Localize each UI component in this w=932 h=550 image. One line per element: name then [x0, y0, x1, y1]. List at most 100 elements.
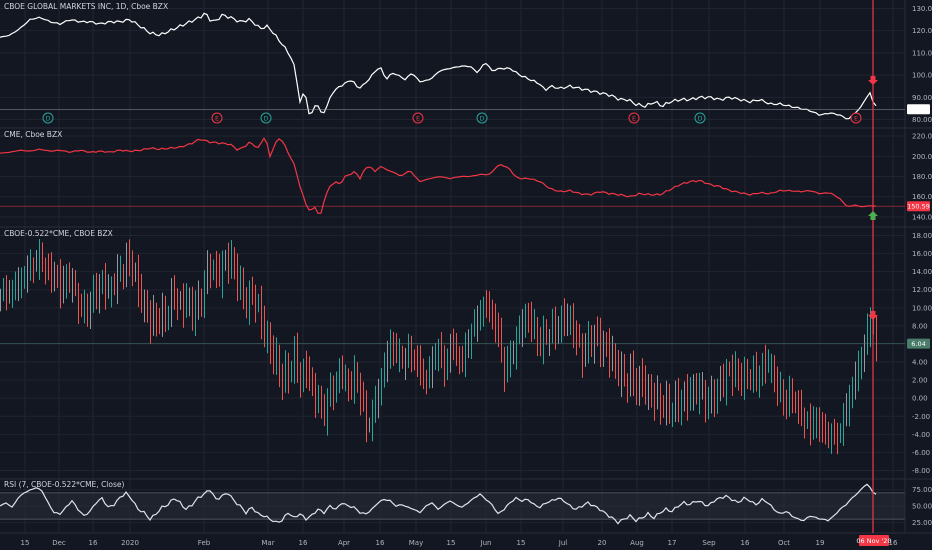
- event-marker[interactable]: E: [412, 112, 424, 124]
- price-tick-label[interactable]: 110.00: [912, 49, 932, 57]
- last-value-badge: [907, 201, 930, 212]
- event-circle[interactable]: [850, 112, 862, 124]
- grid-lines: [0, 0, 905, 533]
- event-letter: E: [854, 115, 858, 123]
- event-circle[interactable]: [412, 112, 424, 124]
- time-tick-label: Apr: [338, 539, 350, 547]
- last-value-text: 6.04: [911, 340, 925, 348]
- event-marker[interactable]: E: [628, 112, 640, 124]
- price-tick-label[interactable]: 0.00: [912, 395, 928, 403]
- time-tick-label: 15: [21, 539, 30, 547]
- time-tick-label: 15: [447, 539, 456, 547]
- cursor-date-text: 06 Nov '20: [856, 537, 891, 545]
- time-tick-label: Sep: [702, 539, 716, 547]
- time-tick-label: Feb: [198, 539, 211, 547]
- time-tick-label: Jul: [558, 539, 568, 547]
- price-tick-label[interactable]: 4.00: [912, 359, 928, 367]
- time-tick-label: 16: [741, 539, 750, 547]
- event-marker[interactable]: D: [42, 112, 54, 124]
- time-tick-label: Oct: [778, 539, 790, 547]
- price-tick-label[interactable]: 14.00: [912, 268, 932, 276]
- buy-arrow-icon: [868, 211, 878, 220]
- price-tick-label[interactable]: 25.00: [912, 519, 932, 527]
- cboe-price-line: [0, 12, 877, 120]
- time-tick-label: Mar: [261, 539, 274, 547]
- event-circle[interactable]: [260, 112, 272, 124]
- price-tick-label[interactable]: -2.00: [912, 413, 930, 421]
- price-tick-label[interactable]: 140.00: [912, 213, 932, 221]
- event-marker[interactable]: D: [694, 112, 706, 124]
- price-tick-label[interactable]: 220.00: [912, 133, 932, 141]
- event-letter: D: [263, 115, 268, 123]
- pane-title-cme: CME, Cboe BZX: [4, 130, 62, 139]
- price-tick-label[interactable]: 200.00: [912, 153, 932, 161]
- last-value-text: 150.59: [907, 203, 930, 211]
- event-letter: E: [416, 115, 420, 123]
- price-tick-label[interactable]: 100.00: [912, 72, 932, 80]
- sell-arrow-icon: [868, 76, 878, 85]
- time-axis[interactable]: 15 Dec 16 2020 Feb Mar 16 Apr 16 May 15 Jun 15 Jul 20 A…: [21, 539, 898, 547]
- event-marker[interactable]: D: [260, 112, 272, 124]
- time-tick-label: 16: [299, 539, 308, 547]
- price-tick-label[interactable]: 130.00: [912, 5, 932, 13]
- price-tick-label[interactable]: 180.00: [912, 173, 932, 181]
- event-marker[interactable]: E: [850, 112, 862, 124]
- rsi-bands: [0, 492, 905, 520]
- event-circle[interactable]: [211, 112, 223, 124]
- cursor-date-badge: [859, 535, 889, 546]
- price-tick-label[interactable]: 16.00: [912, 250, 932, 258]
- time-tick-label: 15: [517, 539, 526, 547]
- time-tick-label: 2020: [121, 539, 139, 547]
- event-letter: D: [45, 115, 50, 123]
- price-tick-label[interactable]: 18.00: [912, 232, 932, 240]
- sell-arrow-icon: [868, 311, 878, 320]
- event-letter: E: [215, 115, 219, 123]
- price-tick-label[interactable]: 50.00: [912, 503, 932, 511]
- price-tick-label[interactable]: 8.00: [912, 322, 928, 330]
- time-tick-label: 16: [889, 539, 898, 547]
- event-letter: E: [632, 115, 636, 123]
- time-tick-label: 19: [816, 539, 825, 547]
- time-tick-label: Aug: [630, 539, 644, 547]
- event-circle[interactable]: [628, 112, 640, 124]
- pane-borders: [0, 0, 932, 534]
- last-value-badge: [907, 104, 930, 115]
- rsi-band-fill: [0, 492, 905, 520]
- pane-titles: CBOE GLOBAL MARKETS INC, 1D, Cboe BZX CM…: [4, 2, 168, 489]
- price-tick-label[interactable]: 120.00: [912, 27, 932, 35]
- crosshair-cursor: 06 Nov '20: [856, 0, 892, 546]
- price-tick-label[interactable]: 80.00: [912, 116, 932, 124]
- event-marker[interactable]: E: [211, 112, 223, 124]
- event-letter: D: [479, 115, 484, 123]
- cme-price-line: [0, 137, 876, 215]
- price-tick-label[interactable]: 160.00: [912, 193, 932, 201]
- event-marker[interactable]: D: [476, 112, 488, 124]
- time-tick-label: Jun: [480, 539, 492, 547]
- time-tick-label: May: [409, 539, 423, 547]
- event-circle[interactable]: [42, 112, 54, 124]
- pane-title-cboe: CBOE GLOBAL MARKETS INC, 1D, Cboe BZX: [4, 2, 168, 11]
- time-tick-label: 16: [89, 539, 98, 547]
- price-tick-label[interactable]: 2.00: [912, 377, 928, 385]
- event-circle[interactable]: [694, 112, 706, 124]
- price-tick-label[interactable]: 90.00: [912, 94, 932, 102]
- time-tick-label: 16: [376, 539, 385, 547]
- price-tick-label[interactable]: -6.00: [912, 449, 930, 457]
- price-tick-label[interactable]: 12.00: [912, 286, 932, 294]
- rsi-line: [0, 483, 877, 525]
- pane-title-spread: CBOE-0.522*CME, CBOE BZX: [4, 229, 113, 238]
- price-axes[interactable]: 130.00 120.00 110.00 100.00 90.00 80.00 220.00…: [907, 5, 932, 527]
- price-tick-label[interactable]: -4.00: [912, 431, 930, 439]
- price-tick-label[interactable]: 10.00: [912, 304, 932, 312]
- series-layer: [0, 12, 905, 525]
- price-tick-label[interactable]: 75.00: [912, 486, 932, 494]
- pane-title-rsi: RSI (7, CBOE-0.522*CME, Close): [4, 480, 124, 489]
- time-tick-label: 20: [598, 539, 607, 547]
- time-tick-label: Dec: [52, 539, 66, 547]
- event-circle[interactable]: [476, 112, 488, 124]
- price-tick-label[interactable]: -8.00: [912, 467, 930, 475]
- last-value-text: 84.63: [909, 106, 928, 114]
